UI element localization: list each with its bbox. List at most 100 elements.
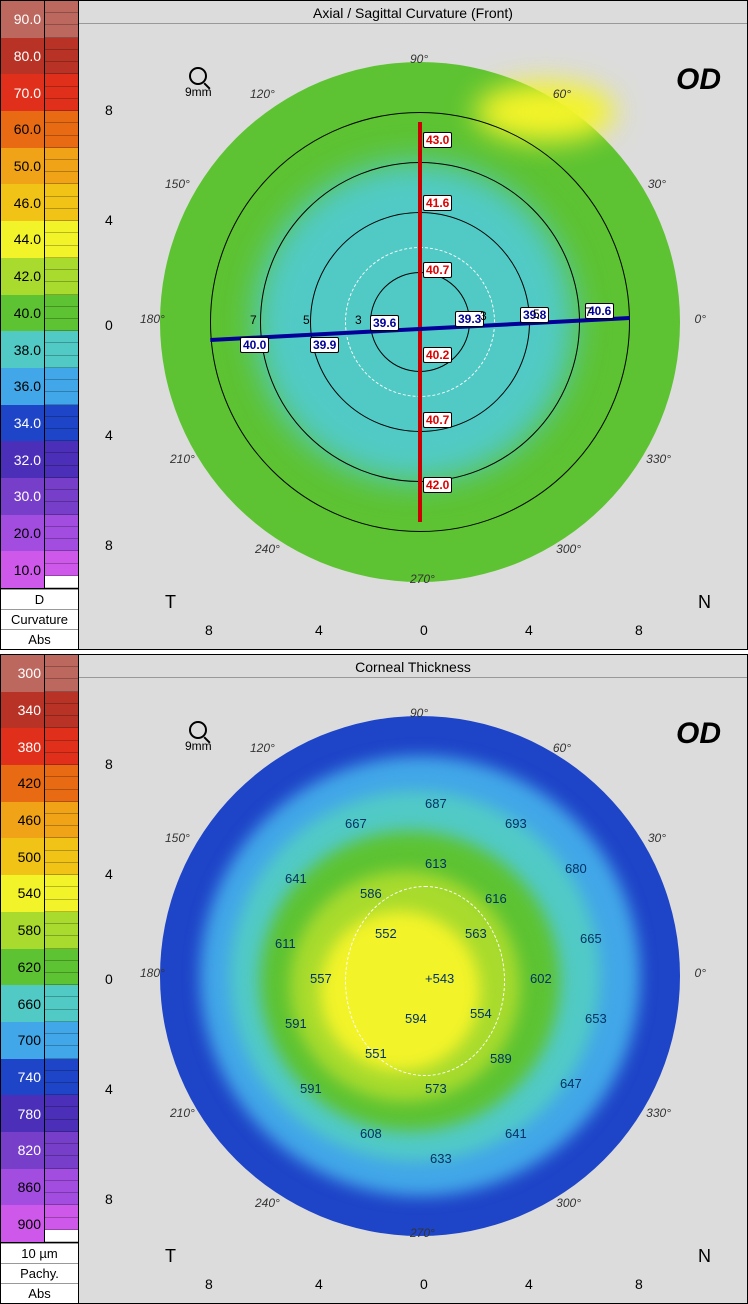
pachy-value: 653 — [585, 1011, 607, 1026]
scale-value: 660 — [1, 985, 45, 1022]
zoom-indicator: 9mm — [185, 67, 212, 99]
thickness-panel: 3003403804204605005405806206607007407808… — [0, 654, 748, 1304]
pachy-value: 687 — [425, 796, 447, 811]
pachy-value: 554 — [470, 1006, 492, 1021]
scale-value: 860 — [1, 1169, 45, 1206]
scale-value: 30.0 — [1, 478, 45, 515]
scale-value: 580 — [1, 912, 45, 949]
scale-row: 820 — [1, 1132, 78, 1169]
scale-value: 780 — [1, 1095, 45, 1132]
pachy-value: 602 — [530, 971, 552, 986]
scale-value: 740 — [1, 1059, 45, 1096]
scale-row: 32.0 — [1, 441, 78, 478]
scale-type: Curvature — [1, 609, 78, 629]
curvature-panel: 90.080.070.060.050.046.044.042.040.038.0… — [0, 0, 748, 650]
scale-unit: D — [1, 589, 78, 609]
scale-value: 420 — [1, 765, 45, 802]
pachy-value: 551 — [365, 1046, 387, 1061]
scale-value: 10.0 — [1, 551, 45, 588]
pachy-value: 665 — [580, 931, 602, 946]
pachy-value: 616 — [485, 891, 507, 906]
scale-row: 60.0 — [1, 111, 78, 148]
scale-row: 70.0 — [1, 74, 78, 111]
scale-row: 340 — [1, 692, 78, 729]
scale-value: 32.0 — [1, 441, 45, 478]
scale-value: 900 — [1, 1205, 45, 1242]
scale-value: 620 — [1, 949, 45, 986]
scale-row: 580 — [1, 912, 78, 949]
scale-value: 340 — [1, 692, 45, 729]
pachy-value: 641 — [285, 871, 307, 886]
scale-value: 44.0 — [1, 221, 45, 258]
scale-value: 20.0 — [1, 515, 45, 552]
scale-value: 42.0 — [1, 258, 45, 295]
scale-row: 46.0 — [1, 184, 78, 221]
scale-row: 300 — [1, 655, 78, 692]
pachy-value: 647 — [560, 1076, 582, 1091]
scale-row: 780 — [1, 1095, 78, 1132]
scale-value: 80.0 — [1, 38, 45, 75]
pachy-value: 611 — [275, 936, 296, 951]
pachy-value: 594 — [405, 1011, 427, 1026]
scale-row: 40.0 — [1, 295, 78, 332]
scale-row: 38.0 — [1, 331, 78, 368]
pachy-value: 680 — [565, 861, 587, 876]
magnifier-icon — [189, 721, 207, 739]
pachy-value: +543 — [425, 971, 454, 986]
scale-value: 34.0 — [1, 405, 45, 442]
pachy-value: 563 — [465, 926, 487, 941]
pachy-value: 552 — [375, 926, 397, 941]
scale-row: 20.0 — [1, 515, 78, 552]
scale-value: 380 — [1, 728, 45, 765]
chart-title: Axial / Sagittal Curvature (Front) — [79, 1, 747, 24]
scale-mode: Abs — [1, 629, 78, 649]
curvature-chart: Axial / Sagittal Curvature (Front) 9mm O… — [79, 1, 747, 649]
scale-row: 10.0 — [1, 551, 78, 588]
pachy-value: 557 — [310, 971, 332, 986]
pachy-value: 633 — [430, 1151, 452, 1166]
scale-row: 460 — [1, 802, 78, 839]
scale-value: 36.0 — [1, 368, 45, 405]
pachy-value: 586 — [360, 886, 382, 901]
pachy-value: 591 — [300, 1081, 322, 1096]
chart-title: Corneal Thickness — [79, 655, 747, 678]
scale-value: 50.0 — [1, 148, 45, 185]
scale-value: 40.0 — [1, 295, 45, 332]
thickness-scale: 3003403804204605005405806206607007407808… — [1, 655, 79, 1303]
scale-row: 420 — [1, 765, 78, 802]
scale-value: 70.0 — [1, 74, 45, 111]
scale-type: Pachy. — [1, 1263, 78, 1283]
scale-value: 500 — [1, 838, 45, 875]
pachy-value: 573 — [425, 1081, 447, 1096]
scale-row: 860 — [1, 1169, 78, 1206]
pachy-value: 608 — [360, 1126, 382, 1141]
scale-row: 540 — [1, 875, 78, 912]
scale-row: 90.0 — [1, 1, 78, 38]
eye-label: OD — [676, 717, 721, 751]
scale-row: 380 — [1, 728, 78, 765]
scale-value: 300 — [1, 655, 45, 692]
scale-value: 38.0 — [1, 331, 45, 368]
scale-row: 700 — [1, 1022, 78, 1059]
scale-row: 34.0 — [1, 405, 78, 442]
pachy-value: 591 — [285, 1016, 307, 1031]
pachy-value: 641 — [505, 1126, 527, 1141]
scale-row: 620 — [1, 949, 78, 986]
scale-mode: Abs — [1, 1283, 78, 1303]
scale-row: 900 — [1, 1205, 78, 1242]
scale-row: 80.0 — [1, 38, 78, 75]
scale-unit: 10 µm — [1, 1243, 78, 1263]
pachy-value: 589 — [490, 1051, 512, 1066]
eye-label: OD — [676, 63, 721, 97]
curvature-scale: 90.080.070.060.050.046.044.042.040.038.0… — [1, 1, 79, 649]
scale-value: 460 — [1, 802, 45, 839]
scale-row: 500 — [1, 838, 78, 875]
scale-value: 60.0 — [1, 111, 45, 148]
thickness-chart: Corneal Thickness 9mm OD 8 4 0 4 8 8 4 0… — [79, 655, 747, 1303]
scale-value: 46.0 — [1, 184, 45, 221]
scale-row: 44.0 — [1, 221, 78, 258]
scale-row: 36.0 — [1, 368, 78, 405]
pachy-value: 613 — [425, 856, 447, 871]
scale-row: 660 — [1, 985, 78, 1022]
scale-value: 820 — [1, 1132, 45, 1169]
